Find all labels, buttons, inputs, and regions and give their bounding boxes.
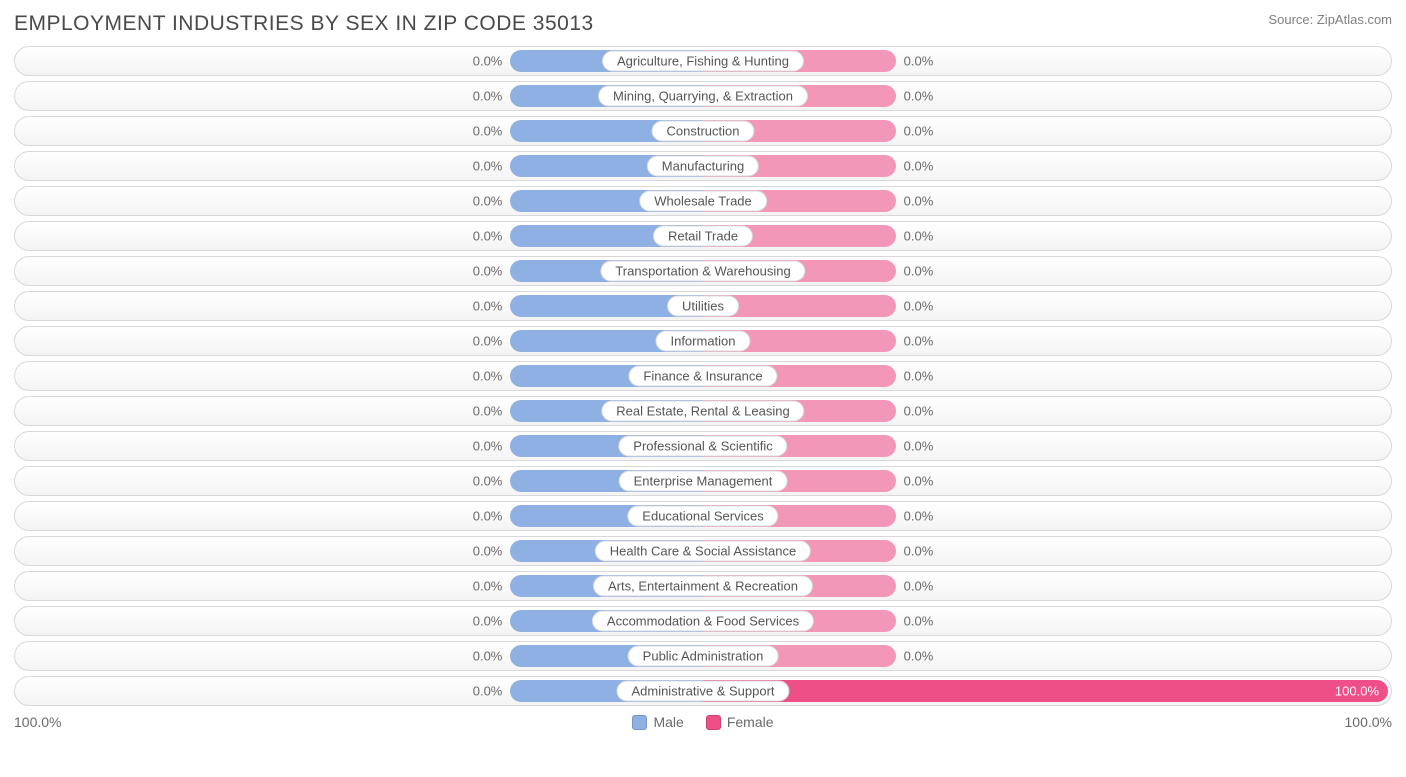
male-pct-label: 0.0% [473, 89, 503, 104]
male-pct-label: 0.0% [473, 614, 503, 629]
female-pct-label: 0.0% [904, 124, 934, 139]
category-label: Mining, Quarrying, & Extraction [598, 86, 808, 107]
female-bar [703, 680, 1388, 702]
female-pct-label: 0.0% [904, 54, 934, 69]
category-label: Wholesale Trade [639, 191, 767, 212]
chart-row: 0.0% 0.0% Retail Trade [14, 221, 1392, 251]
axis-left-label: 100.0% [14, 714, 61, 730]
legend: Male Female [632, 714, 773, 730]
male-pct-label: 0.0% [473, 54, 503, 69]
chart-row: 0.0% 0.0% Utilities [14, 291, 1392, 321]
male-pct-label: 0.0% [473, 474, 503, 489]
female-pct-label: 0.0% [904, 264, 934, 279]
female-pct-label: 0.0% [904, 229, 934, 244]
category-label: Professional & Scientific [618, 436, 787, 457]
legend-female: Female [706, 714, 774, 730]
chart-row: 0.0% 0.0% Mining, Quarrying, & Extraction [14, 81, 1392, 111]
male-pct-label: 0.0% [473, 299, 503, 314]
chart-row: 0.0% 0.0% Public Administration [14, 641, 1392, 671]
female-pct-label: 0.0% [904, 194, 934, 209]
female-pct-label: 0.0% [904, 159, 934, 174]
chart-row: 0.0% 0.0% Transportation & Warehousing [14, 256, 1392, 286]
female-pct-label: 0.0% [904, 649, 934, 664]
female-pct-label: 0.0% [904, 89, 934, 104]
chart-row: 0.0% 0.0% Wholesale Trade [14, 186, 1392, 216]
chart-title: EMPLOYMENT INDUSTRIES BY SEX IN ZIP CODE… [14, 12, 594, 36]
category-label: Utilities [667, 296, 739, 317]
female-pct-label: 0.0% [904, 579, 934, 594]
male-pct-label: 0.0% [473, 229, 503, 244]
female-pct-label: 0.0% [904, 334, 934, 349]
male-pct-label: 0.0% [473, 439, 503, 454]
category-label: Manufacturing [647, 156, 759, 177]
category-label: Administrative & Support [616, 681, 789, 702]
legend-male-swatch [632, 715, 647, 730]
chart-row: 0.0% 100.0% Administrative & Support [14, 676, 1392, 706]
chart-row: 0.0% 0.0% Arts, Entertainment & Recreation [14, 571, 1392, 601]
category-label: Enterprise Management [619, 471, 788, 492]
female-pct-label: 0.0% [904, 474, 934, 489]
chart-footer: 100.0% Male Female 100.0% [14, 714, 1392, 730]
legend-male: Male [632, 714, 683, 730]
male-pct-label: 0.0% [473, 194, 503, 209]
chart-row: 0.0% 0.0% Information [14, 326, 1392, 356]
chart-rows: 0.0%0.0%Agriculture, Fishing & Hunting0.… [14, 46, 1392, 706]
chart-row: 0.0% 0.0% Professional & Scientific [14, 431, 1392, 461]
category-label: Information [655, 331, 750, 352]
category-label: Finance & Insurance [628, 366, 777, 387]
chart-row: 0.0% 0.0% Finance & Insurance [14, 361, 1392, 391]
chart-row: 0.0% 0.0% Accommodation & Food Services [14, 606, 1392, 636]
female-pct-label: 0.0% [904, 299, 934, 314]
female-pct-label: 0.0% [904, 509, 934, 524]
chart-row: 0.0% 0.0% Educational Services [14, 501, 1392, 531]
female-pct-label: 0.0% [904, 614, 934, 629]
category-label: Accommodation & Food Services [592, 611, 814, 632]
legend-female-swatch [706, 715, 721, 730]
chart-row: 0.0% 0.0% Real Estate, Rental & Leasing [14, 396, 1392, 426]
category-label: Public Administration [628, 646, 779, 667]
male-pct-label: 0.0% [473, 159, 503, 174]
category-label: Educational Services [627, 506, 778, 527]
male-pct-label: 0.0% [473, 369, 503, 384]
male-pct-label: 0.0% [473, 334, 503, 349]
female-pct-label: 0.0% [904, 439, 934, 454]
male-pct-label: 0.0% [473, 264, 503, 279]
category-label: Health Care & Social Assistance [595, 541, 811, 562]
category-label: Transportation & Warehousing [600, 261, 805, 282]
chart-row: 0.0% 0.0% Agriculture, Fishing & Hunting [14, 46, 1392, 76]
chart-row: 0.0% 0.0% Construction [14, 116, 1392, 146]
legend-female-label: Female [727, 714, 774, 730]
category-label: Construction [652, 121, 755, 142]
female-pct-label: 0.0% [904, 404, 934, 419]
male-pct-label: 0.0% [473, 404, 503, 419]
chart-header: EMPLOYMENT INDUSTRIES BY SEX IN ZIP CODE… [14, 12, 1392, 36]
category-label: Retail Trade [653, 226, 753, 247]
male-pct-label: 0.0% [473, 649, 503, 664]
female-pct-label: 0.0% [904, 369, 934, 384]
male-pct-label: 0.0% [473, 544, 503, 559]
chart-source: Source: ZipAtlas.com [1268, 12, 1392, 27]
category-label: Real Estate, Rental & Leasing [601, 401, 804, 422]
female-pct-label: 100.0% [1335, 684, 1379, 699]
male-pct-label: 0.0% [473, 124, 503, 139]
female-pct-label: 0.0% [904, 544, 934, 559]
legend-male-label: Male [653, 714, 683, 730]
chart-row: 0.0% 0.0% Health Care & Social Assistance [14, 536, 1392, 566]
category-label: Arts, Entertainment & Recreation [593, 576, 813, 597]
chart-row: 0.0% 0.0% Enterprise Management [14, 466, 1392, 496]
male-pct-label: 0.0% [473, 684, 503, 699]
category-label: Agriculture, Fishing & Hunting [602, 51, 804, 72]
male-pct-label: 0.0% [473, 579, 503, 594]
axis-right-label: 100.0% [1345, 714, 1392, 730]
chart-row: 0.0% 0.0% Manufacturing [14, 151, 1392, 181]
male-pct-label: 0.0% [473, 509, 503, 524]
